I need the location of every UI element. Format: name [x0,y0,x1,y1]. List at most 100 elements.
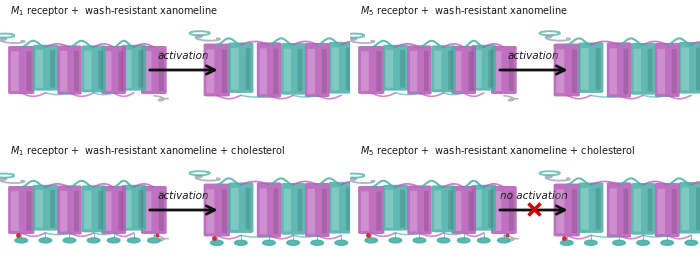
FancyBboxPatch shape [634,49,641,92]
FancyBboxPatch shape [654,183,680,237]
Circle shape [661,240,673,245]
FancyBboxPatch shape [572,50,577,93]
FancyBboxPatch shape [509,52,514,91]
Text: $M_{1}$ receptor +  wash-resistant xanomeline: $M_{1}$ receptor + wash-resistant xanome… [10,4,218,18]
FancyBboxPatch shape [98,51,103,89]
FancyBboxPatch shape [304,183,330,237]
FancyBboxPatch shape [452,186,476,234]
FancyBboxPatch shape [410,51,417,92]
FancyBboxPatch shape [431,185,456,232]
FancyBboxPatch shape [452,46,476,94]
FancyBboxPatch shape [204,184,230,236]
FancyBboxPatch shape [346,188,351,230]
FancyBboxPatch shape [332,188,339,230]
FancyBboxPatch shape [578,43,603,93]
FancyBboxPatch shape [491,186,517,234]
FancyBboxPatch shape [81,45,106,92]
FancyBboxPatch shape [36,50,43,88]
FancyBboxPatch shape [118,192,123,231]
FancyBboxPatch shape [654,43,680,97]
FancyBboxPatch shape [159,192,164,231]
FancyBboxPatch shape [596,188,601,230]
Text: no activation: no activation [500,191,568,201]
FancyBboxPatch shape [98,191,103,229]
Circle shape [287,240,300,245]
FancyBboxPatch shape [281,43,305,95]
FancyBboxPatch shape [206,189,214,233]
FancyBboxPatch shape [370,48,376,95]
FancyBboxPatch shape [491,46,517,94]
FancyBboxPatch shape [141,186,167,234]
FancyBboxPatch shape [122,45,146,91]
FancyBboxPatch shape [386,190,393,228]
FancyBboxPatch shape [682,48,689,90]
FancyBboxPatch shape [222,50,227,93]
FancyBboxPatch shape [307,189,315,234]
FancyBboxPatch shape [274,48,279,94]
FancyBboxPatch shape [581,188,589,230]
FancyBboxPatch shape [57,185,82,235]
FancyBboxPatch shape [383,185,408,231]
Text: $M_{5}$ receptor +  wash-resistant xanomeline: $M_{5}$ receptor + wash-resistant xanome… [360,4,568,18]
FancyBboxPatch shape [474,190,482,228]
FancyBboxPatch shape [60,191,67,232]
FancyBboxPatch shape [228,43,253,93]
FancyBboxPatch shape [358,46,384,94]
FancyBboxPatch shape [74,191,79,231]
FancyBboxPatch shape [610,48,617,94]
FancyBboxPatch shape [298,189,302,231]
FancyBboxPatch shape [631,183,655,235]
Circle shape [148,238,160,243]
FancyBboxPatch shape [657,49,665,94]
FancyBboxPatch shape [144,191,151,231]
FancyBboxPatch shape [307,49,315,94]
FancyBboxPatch shape [468,52,473,91]
Circle shape [389,238,402,243]
Circle shape [211,240,223,245]
FancyBboxPatch shape [489,50,493,88]
FancyBboxPatch shape [260,188,267,234]
FancyBboxPatch shape [81,185,106,232]
FancyBboxPatch shape [352,182,379,238]
Circle shape [39,238,52,243]
Circle shape [127,238,140,243]
Circle shape [637,240,650,245]
FancyBboxPatch shape [679,42,700,94]
FancyBboxPatch shape [572,190,577,233]
FancyBboxPatch shape [102,186,126,234]
FancyBboxPatch shape [104,51,111,91]
Circle shape [335,240,348,245]
FancyBboxPatch shape [122,185,146,231]
Circle shape [413,238,426,243]
FancyBboxPatch shape [11,51,19,91]
FancyBboxPatch shape [448,51,453,89]
FancyBboxPatch shape [8,46,34,94]
FancyBboxPatch shape [231,48,239,90]
Circle shape [234,240,247,245]
FancyBboxPatch shape [159,52,164,91]
FancyBboxPatch shape [448,191,453,229]
FancyBboxPatch shape [346,48,351,90]
FancyBboxPatch shape [228,183,253,233]
Text: activation: activation [508,51,559,61]
FancyBboxPatch shape [624,48,629,94]
Circle shape [63,238,76,243]
FancyBboxPatch shape [246,188,251,230]
Circle shape [685,240,698,245]
FancyBboxPatch shape [222,190,227,233]
FancyBboxPatch shape [672,189,677,234]
FancyBboxPatch shape [472,45,496,91]
FancyBboxPatch shape [139,190,143,228]
FancyBboxPatch shape [556,49,564,93]
FancyBboxPatch shape [284,49,291,92]
FancyBboxPatch shape [8,186,34,234]
FancyBboxPatch shape [454,191,461,231]
FancyBboxPatch shape [352,42,379,98]
FancyBboxPatch shape [84,51,92,89]
FancyBboxPatch shape [355,188,363,235]
FancyBboxPatch shape [74,51,79,91]
FancyBboxPatch shape [696,188,700,230]
FancyBboxPatch shape [124,50,132,88]
FancyBboxPatch shape [509,192,514,231]
Circle shape [107,238,120,243]
